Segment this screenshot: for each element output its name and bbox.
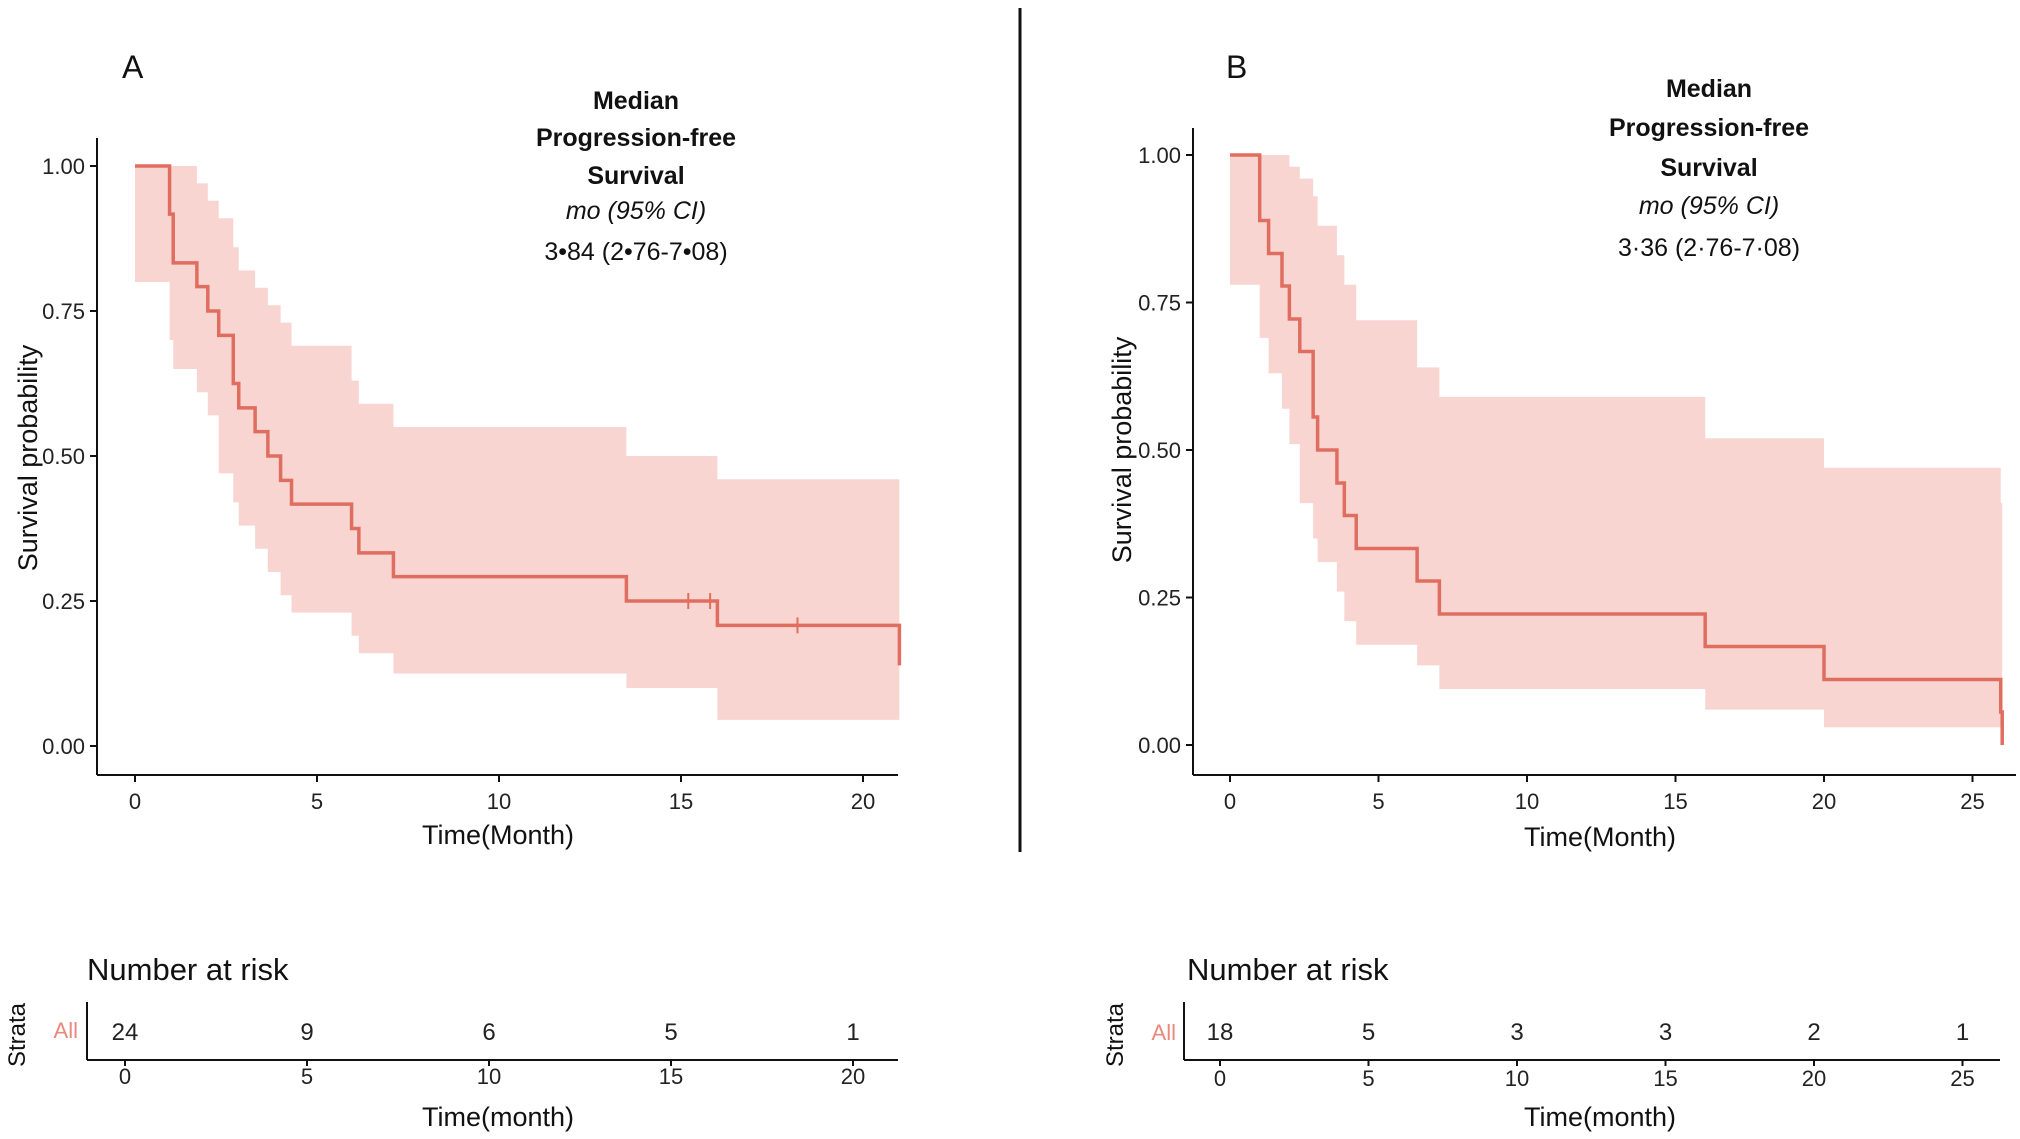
panel-b-y-tick-label: 0.00 — [1138, 733, 1181, 758]
panel-b-strata-all: All — [1152, 1020, 1176, 1045]
panel-b-x-axis-label: Time(Month) — [1524, 822, 1676, 852]
panel-b-annotation-line4: mo (95% CI) — [1639, 192, 1779, 220]
panel-a-x-tick-label: 20 — [851, 789, 875, 814]
panel-b-x-tick-label: 0 — [1224, 789, 1236, 814]
panel-b-risk-count: 1 — [1956, 1019, 1969, 1046]
panel-b-risk-count: 2 — [1807, 1019, 1820, 1046]
panel-a-strata-all: All — [54, 1018, 78, 1043]
panel-a-label: A — [122, 49, 144, 85]
panel-a-risk-count: 24 — [112, 1019, 139, 1046]
panel-b-median-value: 3·36 (2·76-7·08) — [1618, 234, 1800, 262]
panel-b-x-tick-label: 10 — [1515, 789, 1539, 814]
panel-a-risk-title: Number at risk — [87, 952, 289, 987]
panel-a-confidence-band — [135, 166, 900, 720]
panel-a-y-tick-label: 0.50 — [42, 444, 85, 469]
panel-a-y-tick-label: 1.00 — [42, 154, 85, 179]
panel-a-y-tick-label: 0.25 — [42, 589, 85, 614]
panel-a-risk-count: 5 — [664, 1019, 677, 1046]
panel-a-x-axis-label: Time(Month) — [422, 820, 574, 850]
panel-b-y-tick-label: 0.50 — [1138, 438, 1181, 463]
panel-a-annotation-line3: Survival — [587, 162, 684, 190]
panel-a-y-tick-label: 0.75 — [42, 299, 85, 324]
panel-b-y-tick-label: 1.00 — [1138, 143, 1181, 168]
panel-b-risk-title: Number at risk — [1187, 952, 1389, 987]
panel-b-risk-table: 18 0 5 5 3 10 3 15 2 20 1 25 — [1183, 1002, 2000, 1091]
panel-a-risk-count: 6 — [482, 1019, 495, 1046]
panel-a-risk-tick-label: 5 — [301, 1064, 313, 1089]
panel-b-risk-count: 5 — [1362, 1019, 1375, 1046]
panel-b-strata-label: Strata — [1102, 1002, 1129, 1067]
panel-a-y-axis-label: Survival probability — [13, 344, 43, 571]
panel-b-risk-tick-label: 10 — [1505, 1066, 1529, 1091]
panel-b-risk-tick-label: 0 — [1214, 1066, 1226, 1091]
panel-b-risk-count: 18 — [1207, 1019, 1234, 1046]
panel-a-strata-label: Strata — [4, 1002, 31, 1067]
panel-b-y-tick-label: 0.25 — [1138, 586, 1181, 611]
panel-a-risk-x-label: Time(month) — [422, 1102, 574, 1132]
panel-b-x-tick-label: 15 — [1663, 789, 1687, 814]
panel-a-risk-table: 24 0 9 5 6 10 5 15 1 20 — [86, 1002, 898, 1089]
panel-a-risk-count: 9 — [300, 1019, 313, 1046]
panel-a-x-tick-label: 15 — [669, 789, 693, 814]
panel-b-risk-tick-label: 20 — [1802, 1066, 1826, 1091]
panel-b-annotation-line1: Median — [1666, 75, 1752, 103]
panel-a-y-tick-label: 0.00 — [42, 734, 85, 759]
panel-a-x-tick-label: 10 — [487, 789, 511, 814]
panel-b-survival-curve — [1230, 153, 2004, 745]
panel-b-confidence-band — [1230, 155, 2003, 743]
panel-b-label: B — [1226, 49, 1247, 85]
panel-a-plot: 0.00 0.25 0.50 0.75 1.00 0 5 10 15 20 — [42, 138, 902, 814]
panel-b-risk-tick-label: 15 — [1653, 1066, 1677, 1091]
panel-b-y-axis-label: Survival probability — [1107, 336, 1137, 563]
panel-a-survival-curve — [135, 164, 902, 666]
panel-b-plot: 0.00 0.25 0.50 0.75 1.00 0 5 10 15 20 25 — [1138, 128, 2016, 814]
panel-b-x-tick-label: 5 — [1372, 789, 1384, 814]
panel-b-risk-tick-label: 25 — [1950, 1066, 1974, 1091]
panel-a-risk-tick-label: 20 — [841, 1064, 865, 1089]
panel-a-risk-tick-label: 10 — [477, 1064, 501, 1089]
panel-a-annotation-line4: mo (95% CI) — [566, 197, 706, 225]
panel-a-annotation-line1: Median — [593, 87, 679, 115]
panel-b-risk-x-label: Time(month) — [1524, 1102, 1676, 1132]
panel-b-x-tick-label: 25 — [1960, 789, 1984, 814]
panel-a-risk-tick-label: 15 — [659, 1064, 683, 1089]
panel-a-risk-tick-label: 0 — [119, 1064, 131, 1089]
panel-b-annotation-line3: Survival — [1660, 154, 1757, 182]
panel-b-x-tick-label: 20 — [1812, 789, 1836, 814]
panel-b-y-tick-label: 0.75 — [1138, 291, 1181, 316]
panel-a-risk-count: 1 — [846, 1019, 859, 1046]
panel-b-risk-count: 3 — [1510, 1019, 1523, 1046]
panel-b-risk-tick-label: 5 — [1362, 1066, 1374, 1091]
panel-a-x-tick-label: 5 — [311, 789, 323, 814]
panel-a-median-value: 3•84 (2•76-7•08) — [544, 238, 727, 266]
panel-a-x-tick-label: 0 — [129, 789, 141, 814]
panel-a-annotation-line2: Progression-free — [536, 124, 736, 152]
panel-b-annotation-line2: Progression-free — [1609, 114, 1809, 142]
chart-marks: 0.000.250.500.751.000 5 10 15 20240956105151… — [42, 128, 2016, 1091]
panel-b-risk-count: 3 — [1659, 1019, 1672, 1046]
